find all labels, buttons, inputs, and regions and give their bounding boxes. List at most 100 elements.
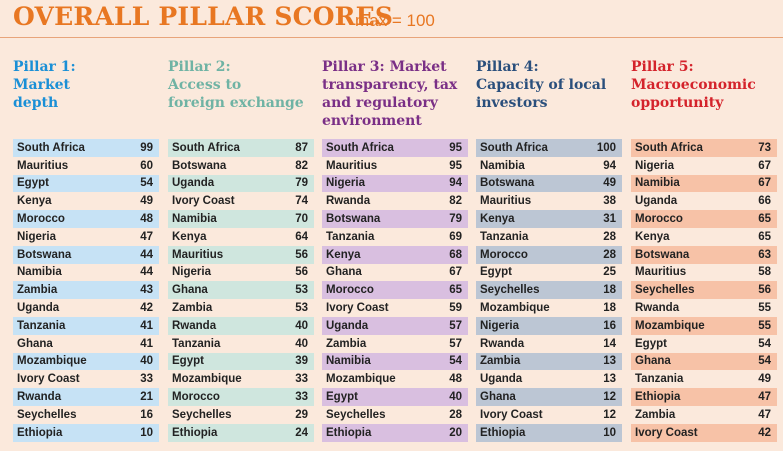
score-value: 47	[758, 391, 771, 404]
pillar-4-rows: South Africa 100 Namibia 94 Botswana 49 Maurit…	[476, 139, 622, 442]
table-row: Egypt 25	[476, 264, 622, 282]
table-row: Mauritius 60	[13, 157, 159, 175]
pillar-2-heading: Pillar 2: Access to foreign exchange	[168, 58, 314, 112]
table-row: Botswana 49	[476, 174, 622, 193]
country-label: South Africa	[326, 141, 394, 154]
country-label: Botswana	[172, 159, 227, 172]
pillar-2-rows: South Africa 87 Botswana 82 Uganda 79 Ivory Co…	[168, 139, 314, 442]
table-row: Rwanda 21	[13, 388, 159, 406]
table-row: Rwanda 14	[476, 335, 622, 353]
pillar-heading-line: Pillar 5:	[631, 59, 694, 75]
pillar-heading-line: Pillar 1:	[13, 59, 76, 75]
score-value: 40	[140, 355, 153, 368]
score-value: 44	[140, 248, 153, 261]
country-label: Ghana	[635, 355, 671, 368]
country-label: Zambia	[326, 337, 367, 350]
table-row: Ivory Coast 74	[168, 192, 314, 210]
score-value: 94	[603, 159, 616, 172]
country-label: Tanzania	[17, 319, 66, 332]
table-row: Morocco 28	[476, 245, 622, 264]
country-label: Egypt	[326, 391, 358, 404]
score-value: 38	[603, 195, 616, 208]
score-value: 10	[140, 426, 153, 439]
pillar-heading-line: transparency, tax	[322, 77, 458, 93]
table-row: Botswana 44	[13, 245, 159, 264]
table-row: South Africa 73	[631, 139, 777, 157]
score-value: 21	[140, 391, 153, 404]
country-label: Uganda	[635, 195, 678, 208]
score-value: 18	[603, 284, 616, 297]
table-row: Seychelles 28	[322, 406, 468, 424]
table-row: Egypt 40	[322, 388, 468, 406]
score-value: 87	[295, 141, 308, 154]
pillar-heading-line: Access to	[168, 77, 242, 93]
table-row: Ivory Coast 12	[476, 406, 622, 424]
pillar-2-column: Pillar 2: Access to foreign exchange South …	[168, 0, 314, 451]
table-row: Kenya 64	[168, 228, 314, 246]
country-label: Egypt	[635, 337, 667, 350]
country-label: Kenya	[17, 195, 52, 208]
country-label: Tanzania	[326, 230, 375, 243]
score-value: 69	[449, 230, 462, 243]
table-row: Ghana 54	[631, 352, 777, 371]
pillar-heading-line: Pillar 3: Market	[322, 59, 447, 75]
table-row: Seychelles 16	[13, 406, 159, 424]
pillar-heading-line: environment	[322, 113, 422, 129]
table-row: Seychelles 56	[631, 281, 777, 300]
pillar-heading-line: foreign exchange	[168, 95, 304, 111]
score-value: 33	[295, 373, 308, 386]
score-value: 65	[758, 213, 771, 226]
country-label: Mozambique	[17, 355, 87, 368]
score-value: 40	[295, 319, 308, 332]
score-value: 67	[758, 159, 771, 172]
country-label: Morocco	[480, 248, 528, 261]
table-row: South Africa 100	[476, 139, 622, 157]
score-value: 10	[603, 426, 616, 439]
score-value: 82	[295, 159, 308, 172]
country-label: Rwanda	[17, 391, 62, 404]
table-row: Zambia 53	[168, 299, 314, 317]
table-row: Namibia 67	[631, 174, 777, 193]
table-row: Ivory Coast 42	[631, 423, 777, 442]
score-value: 39	[295, 355, 308, 368]
pillar-heading-line: and regulatory	[322, 95, 438, 111]
score-value: 42	[140, 302, 153, 315]
country-label: Kenya	[172, 230, 207, 243]
country-label: Morocco	[17, 213, 65, 226]
table-row: Rwanda 82	[322, 192, 468, 210]
country-label: Nigeria	[172, 266, 211, 279]
score-value: 55	[758, 319, 771, 332]
score-value: 54	[449, 355, 462, 368]
score-value: 16	[603, 319, 616, 332]
score-value: 94	[449, 177, 462, 190]
country-label: Nigeria	[17, 230, 56, 243]
table-row: Mozambique 18	[476, 299, 622, 317]
score-value: 48	[449, 373, 462, 386]
score-value: 16	[140, 408, 153, 421]
country-label: Seychelles	[326, 408, 386, 421]
country-label: South Africa	[172, 141, 240, 154]
country-label: Rwanda	[172, 319, 217, 332]
country-label: Mozambique	[326, 373, 396, 386]
pillar-3-heading: Pillar 3: Market transparency, tax and reg…	[322, 58, 468, 130]
country-label: Ethiopia	[326, 426, 372, 439]
table-row: Ethiopia 20	[322, 423, 468, 442]
chart-title: OVERALL PILLAR SCORES	[13, 2, 394, 31]
score-value: 56	[758, 284, 771, 297]
table-row: Ghana 53	[168, 281, 314, 300]
table-row: Uganda 79	[168, 174, 314, 193]
score-value: 28	[603, 248, 616, 261]
country-label: Mauritius	[17, 159, 69, 172]
country-label: Mozambique	[172, 373, 242, 386]
pillar-4-heading: Pillar 4: Capacity of local investors	[476, 58, 622, 112]
country-label: Nigeria	[326, 177, 365, 190]
score-value: 57	[449, 319, 462, 332]
pillar-heading-line: Macroeconomic	[631, 77, 756, 93]
country-label: Uganda	[326, 319, 369, 332]
table-row: Botswana 82	[168, 157, 314, 175]
table-row: Mauritius 38	[476, 192, 622, 210]
country-label: Mauritius	[326, 159, 378, 172]
table-row: Ivory Coast 33	[13, 370, 159, 388]
country-label: Mozambique	[635, 319, 705, 332]
country-label: South Africa	[480, 141, 548, 154]
